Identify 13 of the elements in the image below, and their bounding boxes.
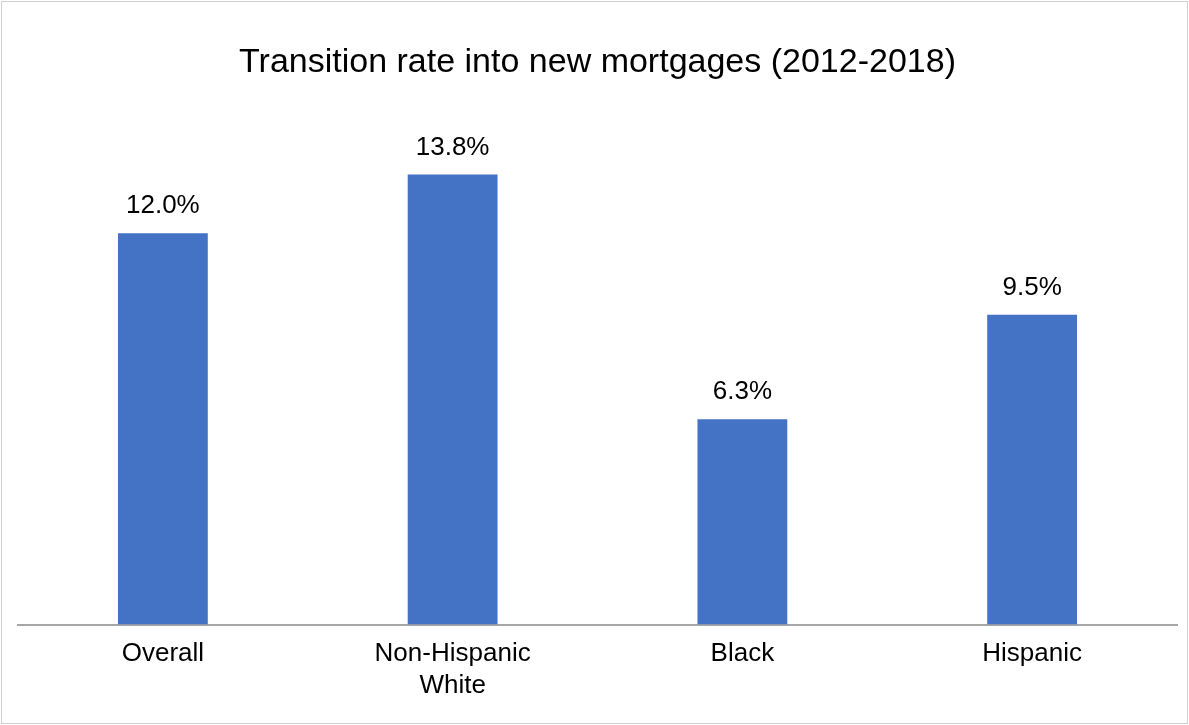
data-label: 12.0%	[126, 189, 200, 220]
data-label: 13.8%	[415, 130, 490, 161]
data-label: 6.3%	[712, 375, 773, 406]
bar	[407, 174, 498, 625]
x-tick-label: Hispanic	[982, 637, 1082, 668]
chart-title: Transition rate into new mortgages (2012-2018)	[239, 40, 956, 79]
bar	[987, 314, 1078, 625]
x-tick-label: Black	[710, 637, 776, 668]
x-tick-label: Non-Hispanic White	[374, 637, 531, 699]
bar	[117, 233, 208, 625]
x-tick-label: Overall	[121, 637, 205, 668]
data-label: 9.5%	[1002, 270, 1062, 301]
bar	[697, 419, 788, 625]
